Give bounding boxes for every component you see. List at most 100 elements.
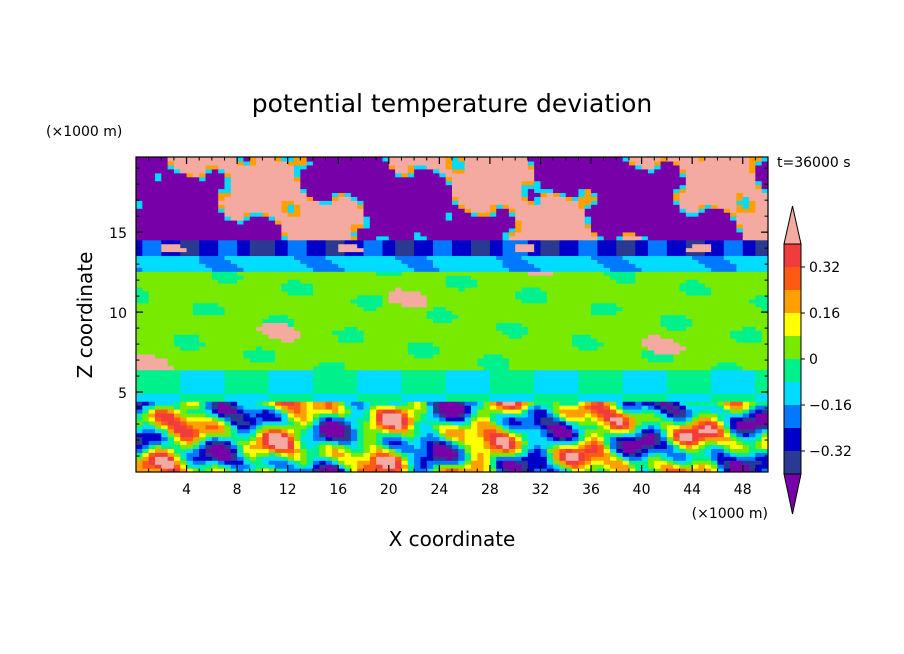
contour-cell [287,460,295,465]
contour-cell [603,397,611,402]
contour-cell [224,397,232,402]
contour-cell [483,385,491,390]
contour-cell [344,357,352,363]
contour-cell [350,283,358,288]
contour-cell [730,338,737,343]
contour-cell [647,424,655,430]
contour-cell [597,432,605,438]
contour-cell [673,330,681,335]
contour-cell [344,385,352,390]
contour-cell [584,468,592,472]
contour-cell [154,432,162,438]
contour-cell [540,290,548,296]
contour-cell [527,373,535,379]
contour-cell [742,389,750,394]
contour-cell [755,424,763,430]
contour-cell [628,346,636,351]
contour-cell [761,314,768,320]
contour-cell [376,452,384,457]
contour-cell [565,279,573,284]
contour-cell [679,389,687,394]
contour-cell [312,353,320,359]
contour-cell [559,342,567,347]
contour-cell [679,326,687,331]
contour-cell [483,365,491,371]
contour-cell [350,365,358,371]
contour-cell [319,357,327,363]
contour-cell [603,349,611,355]
contour-cell [572,302,579,308]
contour-cell [319,385,327,390]
contour-cell [616,322,624,327]
contour-cell [344,330,352,335]
contour-cell [502,286,510,292]
contour-cell [249,436,257,442]
contour-cell [578,452,586,457]
contour-cell [268,302,276,308]
contour-cell [673,346,681,351]
contour-cell [635,322,643,327]
contour-cell [180,330,188,335]
contour-cell [565,365,573,371]
contour-cell [439,349,447,355]
contour-cell [173,298,181,304]
contour-cell [445,338,453,343]
contour-cell [218,279,226,284]
contour-cell [452,286,459,292]
contour-cell [546,424,554,430]
contour-cell [136,452,143,457]
contour-cell [369,420,377,426]
contour-cell [578,369,586,375]
contour-cell [224,412,232,418]
contour-cell [319,409,327,414]
contour-cell [515,389,523,394]
contour-cell [186,310,194,316]
contour-cell [540,357,548,363]
contour-cell [483,326,491,331]
contour-cell [673,365,681,371]
contour-cell [572,373,579,379]
contour-cell [300,456,308,461]
contour-cell [553,460,561,465]
contour-cell [673,405,681,410]
contour-cell [452,279,459,284]
contour-cell [742,322,750,327]
contour-cell [173,424,181,430]
contour-cell [388,286,396,292]
contour-cell [382,373,390,379]
contour-cell [136,334,143,339]
contour-cell [742,401,750,406]
contour-cell [736,326,744,331]
contour-cell [407,286,415,292]
contour-cell [192,420,200,426]
contour-cell [357,349,365,355]
contour-cell [281,393,289,398]
contour-cell [350,342,358,347]
contour-cell [173,464,181,469]
contour-cell [565,424,573,430]
contour-cell [237,318,245,323]
contour-cell [445,279,453,284]
contour-cell [508,409,516,414]
contour-cell [572,448,579,453]
contour-cell [344,416,352,422]
contour-cell [546,342,554,347]
contour-cell [717,448,725,453]
contour-cell [312,357,320,363]
contour-cell [433,318,440,323]
contour-cell [502,456,510,461]
contour-cell [376,361,384,367]
contour-cell [527,349,535,355]
contour-cell [148,283,156,288]
contour-cell [281,409,289,414]
contour-cell [142,420,150,426]
contour-cell [628,436,636,442]
contour-cell [407,428,415,434]
contour-cell [211,314,219,320]
contour-cell [723,338,731,343]
contour-cell [205,444,213,449]
contour-cell [230,468,238,472]
contour-cell [647,428,655,434]
contour-cell [167,416,175,422]
contour-cell [647,326,655,331]
